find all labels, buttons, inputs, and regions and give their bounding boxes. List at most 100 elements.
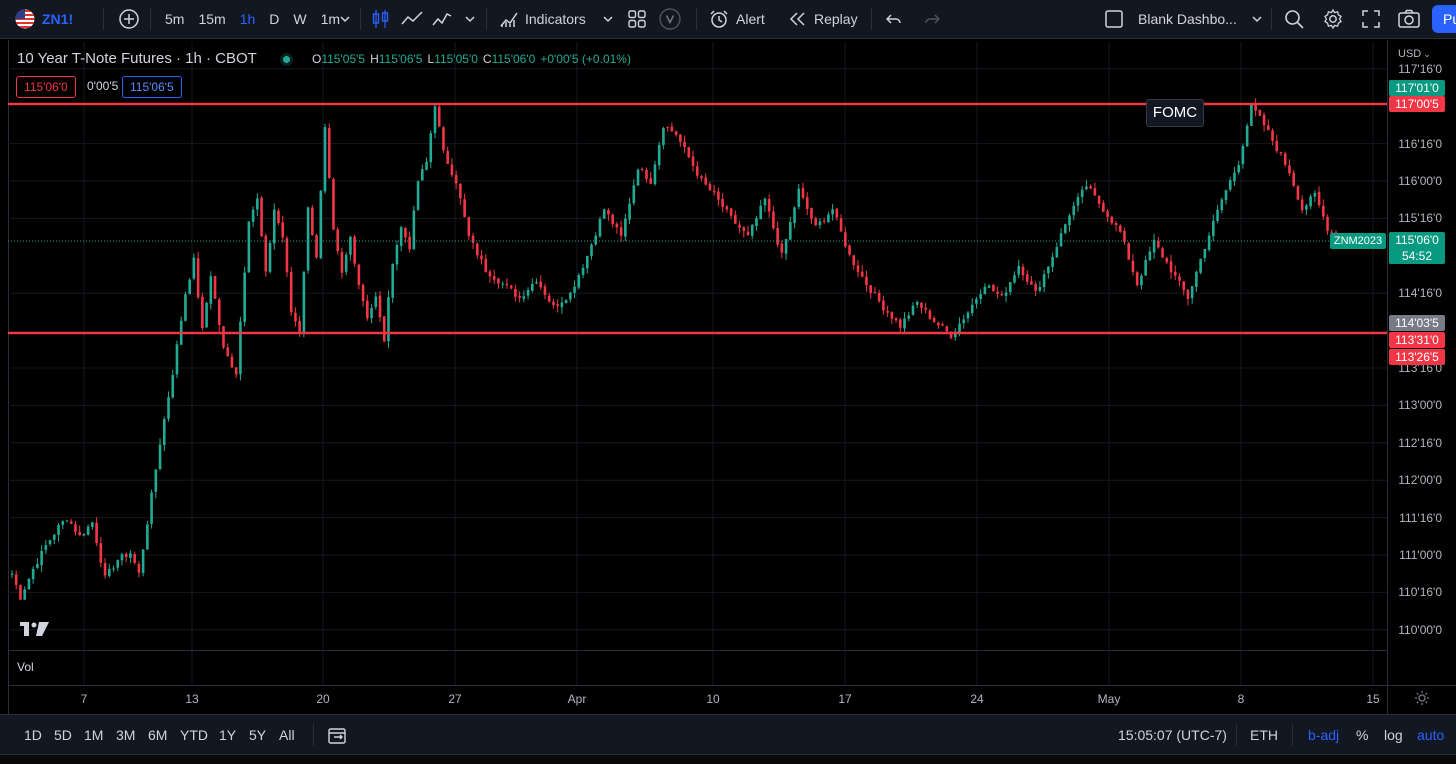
candle-body <box>1093 188 1097 196</box>
indicators-button[interactable]: Indicators <box>499 0 586 38</box>
candle-body <box>201 296 204 329</box>
alert-button[interactable]: Alert <box>709 0 765 38</box>
tradingview-logo[interactable] <box>20 622 49 636</box>
candle-body <box>894 318 898 321</box>
market-status-dot[interactable] <box>282 55 290 63</box>
currency-selector[interactable]: USD ⌄ <box>1398 48 1431 60</box>
range-all[interactable]: All <box>279 727 295 743</box>
volume-legend[interactable]: Vol <box>17 660 34 674</box>
percent-scale-toggle[interactable]: % <box>1356 727 1369 743</box>
candle-body <box>1262 114 1266 126</box>
candle-body <box>907 315 911 319</box>
range-5y[interactable]: 5Y <box>249 727 267 743</box>
price-chart[interactable] <box>0 0 1456 714</box>
candle-body <box>467 217 471 237</box>
snapshot-button[interactable] <box>1398 0 1420 38</box>
candle-body <box>323 127 327 192</box>
candle-body <box>1173 271 1177 276</box>
candle-body <box>573 286 576 293</box>
log-scale-toggle[interactable]: log <box>1384 727 1403 743</box>
range-3m[interactable]: 3M <box>116 727 136 743</box>
candle-body <box>941 324 944 326</box>
settings-button[interactable] <box>1322 0 1344 38</box>
candle-body <box>82 533 86 536</box>
chart-pane[interactable] <box>8 40 1456 714</box>
range-1y[interactable]: 1Y <box>219 727 237 743</box>
replay-button[interactable]: Replay <box>789 0 858 38</box>
layout-menu-button[interactable]: Blank Dashbo... <box>1104 0 1237 38</box>
candle-body <box>717 191 720 200</box>
candle-body <box>607 210 610 215</box>
indicators-label: Indicators <box>525 11 586 27</box>
buy-button[interactable]: 115'06'5 <box>122 76 182 98</box>
backadjust-toggle[interactable]: b-adj <box>1308 727 1340 743</box>
candle-body <box>1203 248 1207 258</box>
candle-body <box>1190 286 1194 299</box>
candle-body <box>57 525 60 535</box>
candle-body <box>141 549 145 573</box>
templates-button[interactable] <box>627 0 647 38</box>
strategy-button[interactable] <box>659 0 681 38</box>
range-1m[interactable]: 1M <box>84 727 104 743</box>
redo-button[interactable] <box>924 0 940 38</box>
candle-body <box>1279 152 1283 154</box>
candle-body <box>192 257 196 279</box>
candle-body <box>598 219 602 237</box>
timeframe-1m[interactable]: 1m <box>320 11 341 27</box>
candle-body <box>772 211 775 229</box>
candle-body <box>712 190 716 193</box>
candle-body <box>437 106 441 127</box>
session-toggle[interactable]: ETH <box>1250 727 1278 743</box>
auto-scale-toggle[interactable]: auto <box>1417 727 1445 743</box>
timeframe-15m[interactable]: 15m <box>198 11 226 27</box>
candle-body <box>239 321 242 375</box>
range-5d[interactable]: 5D <box>54 727 72 743</box>
time-axis-settings-button[interactable] <box>1414 690 1430 709</box>
compare-symbol-button[interactable] <box>118 0 140 38</box>
range-ytd[interactable]: YTD <box>180 727 208 743</box>
candle-body <box>442 127 445 151</box>
timeframe-w[interactable]: W <box>293 11 307 27</box>
timeframe-d[interactable]: D <box>269 11 280 27</box>
candle-body <box>797 188 801 207</box>
candle-body <box>725 206 729 210</box>
indicator-chart-button[interactable] <box>432 0 454 38</box>
symbol-description: 10 Year T-Note Futures · 1h · CBOT <box>17 50 257 67</box>
fullscreen-button[interactable] <box>1362 0 1380 38</box>
indicators-dropdown[interactable] <box>602 0 614 38</box>
time-axis-label: 10 <box>706 692 720 706</box>
search-button[interactable] <box>1284 0 1304 38</box>
publish-button[interactable]: Pu <box>1432 5 1456 33</box>
candle-body <box>547 295 551 302</box>
candle-body <box>958 323 961 333</box>
go-to-date-button[interactable] <box>328 715 348 755</box>
fomc-note[interactable]: FOMC <box>1146 99 1204 127</box>
range-1d[interactable]: 1D <box>24 727 42 743</box>
clock-timezone[interactable]: 15:05:07 (UTC-7) <box>1118 727 1227 743</box>
symbol-search-button[interactable]: ZN1! <box>15 0 73 38</box>
undo-button[interactable] <box>886 0 902 38</box>
chart-type-dropdown[interactable] <box>464 0 476 38</box>
candle-body <box>40 550 43 566</box>
sell-button[interactable]: 115'06'0 <box>16 76 76 98</box>
timeframe-1h[interactable]: 1h <box>239 11 256 27</box>
candle-body <box>509 285 513 289</box>
candle-body <box>294 312 297 322</box>
candle-body <box>44 545 48 551</box>
range-6m[interactable]: 6M <box>148 727 168 743</box>
candle-body <box>137 563 141 573</box>
candle-body <box>124 553 128 558</box>
candle-body <box>1212 220 1215 237</box>
candles-chart-type-button[interactable] <box>372 0 390 38</box>
timeframe-dropdown[interactable] <box>339 0 351 38</box>
candle-body <box>1309 196 1312 207</box>
candle-body <box>953 331 957 338</box>
timeframe-5m[interactable]: 5m <box>165 11 185 27</box>
candle-body <box>882 300 885 311</box>
line-chart-type-button[interactable] <box>401 0 423 38</box>
layout-dropdown[interactable] <box>1251 0 1263 38</box>
bar-countdown: 54:52 <box>1401 249 1433 263</box>
time-axis-label: 13 <box>185 692 199 706</box>
candle-body <box>1161 248 1164 258</box>
legend-title[interactable]: 10 Year T-Note Futures · 1h · CBOT <box>17 50 290 67</box>
